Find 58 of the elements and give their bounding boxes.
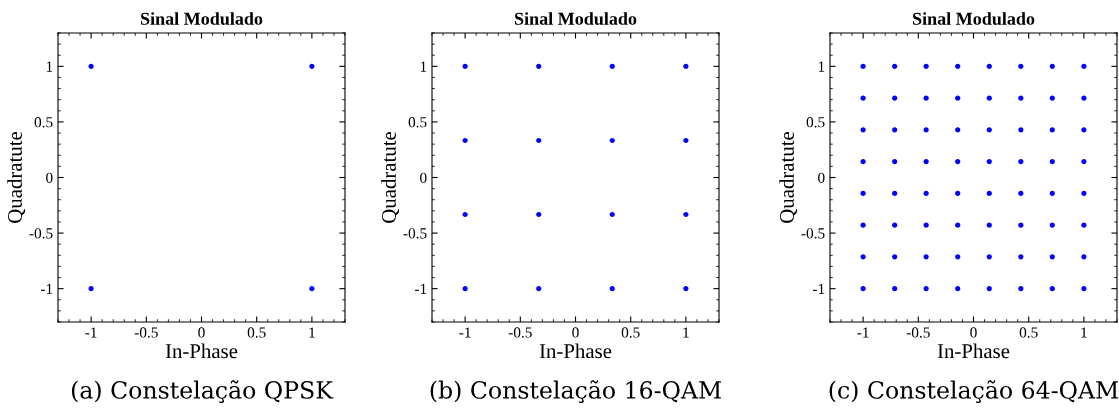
chart-title: Sinal Modulado (141, 12, 263, 25)
x-tick-label: -0.5 (134, 327, 158, 338)
y-tick-label: -0.5 (801, 228, 825, 239)
x-axis-title: In-Phase (539, 343, 612, 359)
point (683, 211, 689, 218)
x-tick-label: 0 (572, 327, 579, 338)
y-tick-label: -1 (40, 283, 53, 294)
x-tick-label: 0 (198, 327, 205, 338)
y-tick-label: -1 (414, 283, 427, 294)
point (683, 137, 689, 144)
point (609, 137, 615, 144)
x-tick-label: -1 (85, 327, 97, 338)
x-tick-label: 1 (1081, 327, 1087, 338)
y-tick-label: 0.5 (34, 117, 53, 128)
x-tick-label: -0.5 (508, 327, 532, 338)
x-tick-label: -1 (857, 327, 869, 338)
y-axis-title: Quadratute (381, 131, 400, 223)
y-tick-label: 0 (420, 172, 427, 183)
y-tick-label: -0.5 (29, 228, 53, 239)
point (462, 211, 468, 218)
x-tick-label: -1 (459, 327, 471, 338)
y-tick-label: -1 (812, 283, 825, 294)
y-tick-label: 0 (46, 172, 53, 183)
y-axis-title: Quadratute (7, 131, 26, 223)
chart-title: Sinal Modulado (515, 12, 637, 25)
text: (c) Constelação 64-QAM (829, 380, 1119, 404)
x-tick-label: 0.5 (1019, 327, 1038, 338)
point (536, 137, 542, 144)
y-tick-label: 1 (420, 61, 427, 72)
point (683, 286, 689, 292)
point (536, 63, 542, 69)
y-tick-label: 0.5 (408, 117, 427, 128)
y-tick-label: 1 (46, 61, 53, 72)
x-axis-title: In-Phase (165, 343, 238, 359)
y-tick-label: 1 (818, 61, 825, 72)
point (536, 286, 542, 292)
point (462, 286, 468, 292)
y-tick-label: -0.5 (403, 228, 427, 239)
text: (a) Constelação QPSK (71, 380, 334, 404)
x-tick-label: 1 (309, 327, 315, 338)
point (609, 63, 615, 69)
y-tick-label: 0.5 (806, 117, 825, 128)
x-tick-label: 0.5 (247, 327, 266, 338)
point (536, 211, 542, 218)
y-axis-title: Quadratute (779, 131, 798, 223)
point (609, 286, 615, 292)
x-tick-label: -0.5 (906, 327, 930, 338)
point (609, 211, 615, 218)
x-axis-title: In-Phase (937, 343, 1010, 359)
x-tick-label: 0.5 (621, 327, 640, 338)
point (462, 63, 468, 69)
y-tick-label: 0 (818, 172, 825, 183)
chart-title: Sinal Modulado (913, 12, 1035, 25)
x-tick-label: 1 (683, 327, 689, 338)
text: (b) Constelação 16-QAM (430, 380, 721, 404)
x-tick-label: 0 (970, 327, 977, 338)
point (462, 137, 468, 144)
point (683, 63, 689, 69)
